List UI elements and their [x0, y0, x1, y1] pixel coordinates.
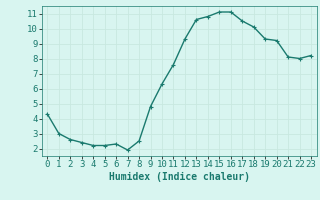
X-axis label: Humidex (Indice chaleur): Humidex (Indice chaleur) [109, 172, 250, 182]
